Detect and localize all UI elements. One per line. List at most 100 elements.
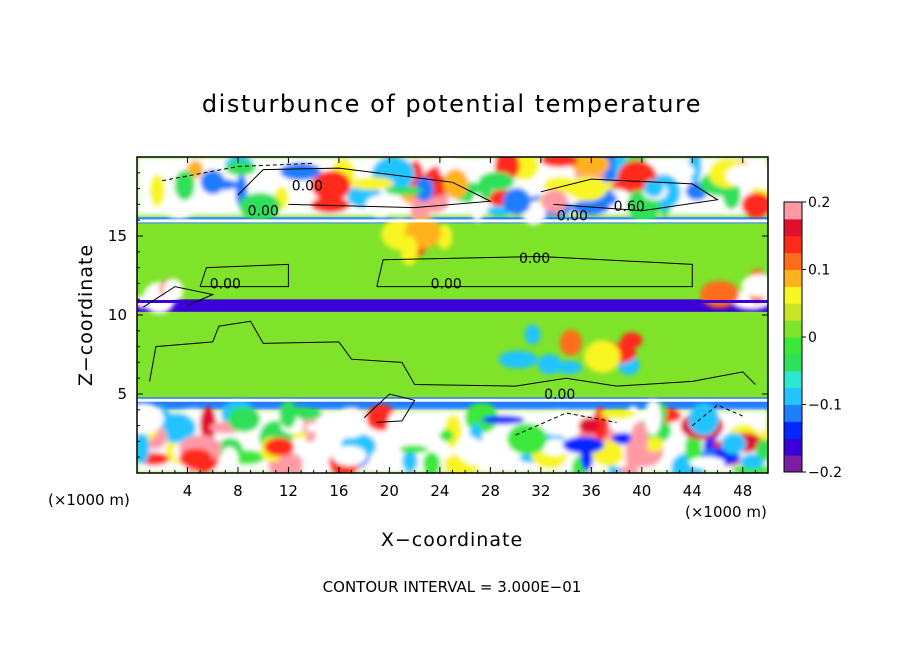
- contour-label: 0.00: [431, 276, 462, 292]
- colorbar-swatch: [784, 455, 802, 473]
- turbulent-texture: [137, 157, 768, 473]
- field-blob: [506, 423, 548, 455]
- contour-line: [376, 255, 693, 288]
- field-blob: [741, 274, 768, 297]
- white-band-line: [137, 219, 768, 223]
- contour-labels: 0.00 0.00 0.00 0.60 0.00 0.00 0.00 0.00: [210, 178, 645, 403]
- field-blob: [310, 196, 350, 213]
- field-blob: [741, 192, 768, 218]
- x-tick-label: 20: [380, 482, 399, 500]
- field-blob: [537, 353, 562, 375]
- contour-line: [363, 393, 416, 423]
- colorbar-swatch: [784, 353, 802, 372]
- colorbar-tick-label: 0.2: [808, 195, 830, 211]
- field-blob: [227, 406, 261, 433]
- x-axis: 4 8 12 16 20 24 28 32 36 40 44 48: [149, 157, 756, 500]
- field-blob: [555, 360, 583, 375]
- contour-label: 0.00: [557, 208, 588, 224]
- field-blob: [279, 400, 297, 429]
- x-tick-label: 40: [632, 482, 651, 500]
- colorbar-swatch: [784, 218, 802, 237]
- field-blob: [149, 174, 166, 207]
- x-tick-label: 28: [481, 482, 500, 500]
- field-blob: [471, 193, 484, 222]
- field-blob: [402, 449, 418, 473]
- field-blob: [225, 160, 257, 176]
- field-blob: [399, 445, 429, 454]
- colorbar-swatch: [784, 202, 802, 220]
- white-band-line: [137, 398, 768, 402]
- field-blob: [571, 200, 610, 216]
- field-blob: [456, 435, 480, 462]
- field-blob: [755, 439, 768, 461]
- field-blob: [482, 415, 525, 425]
- x-unit-right: (×1000 m): [685, 503, 767, 521]
- field-blob: [688, 202, 727, 215]
- colorbar-swatch: [784, 387, 802, 405]
- contour-line: [540, 178, 719, 212]
- field-blob: [583, 340, 621, 373]
- field-blob: [349, 177, 394, 190]
- field-blob: [385, 186, 423, 196]
- y-axis-label: Z−coordinate: [75, 244, 97, 386]
- field-blob: [578, 417, 600, 435]
- x-tick-label: 44: [683, 482, 702, 500]
- field-blob: [630, 421, 649, 455]
- colorbar-swatch: [784, 320, 802, 338]
- colorbar: 0.2 0.1 0 −0.1 −0.2: [783, 195, 842, 481]
- field-blob: [137, 431, 150, 465]
- field-blob: [414, 176, 434, 202]
- contour-line: [199, 263, 289, 288]
- x-tick-label: 36: [582, 482, 601, 500]
- field-blob: [422, 452, 441, 473]
- colorbar-swatch: [784, 286, 802, 304]
- field-blob: [264, 437, 295, 457]
- x-tick-label: 24: [430, 482, 449, 500]
- field-blob: [552, 412, 572, 428]
- x-tick-label: 12: [279, 482, 298, 500]
- y-tick-label: 10: [108, 306, 127, 324]
- field-blob: [721, 432, 746, 455]
- field-blob: [524, 324, 541, 345]
- field-blob: [644, 399, 661, 436]
- field-blob: [562, 436, 605, 454]
- colorbar-swatch: [784, 269, 802, 287]
- field-blob: [332, 407, 368, 439]
- colorbar-swatch: [784, 235, 802, 254]
- field-blob: [345, 435, 360, 445]
- field-blob: [164, 193, 178, 215]
- x-unit-left: (×1000 m): [48, 491, 130, 509]
- contour-line: [143, 286, 215, 308]
- colorbar-swatch: [784, 438, 802, 456]
- colorbar-swatch: [784, 303, 802, 321]
- field-blob: [439, 429, 454, 442]
- field-blob: [699, 280, 739, 308]
- plot-field: [137, 157, 768, 473]
- chart-title: disturbunce of potential temperature: [202, 90, 702, 118]
- field-blob: [478, 171, 515, 191]
- colorbar-swatch: [784, 404, 802, 422]
- field-blob: [279, 162, 322, 181]
- contour-line: [691, 404, 743, 426]
- x-axis-label: X−coordinate: [381, 529, 523, 551]
- field-blob: [685, 431, 702, 465]
- field-blob: [162, 278, 184, 302]
- field-blob: [238, 192, 281, 221]
- field-blob: [332, 445, 367, 467]
- field-blob: [540, 157, 579, 168]
- dark-band-line: [137, 299, 768, 303]
- field-blob: [400, 235, 418, 266]
- field-blob: [644, 437, 665, 452]
- contour-label: 0.00: [519, 251, 550, 267]
- field-blob: [179, 448, 213, 469]
- field-blob: [498, 350, 538, 369]
- y-tick-label: 5: [117, 385, 127, 403]
- field-blob: [600, 409, 637, 420]
- field-blob: [541, 189, 568, 214]
- colorbar-tick-label: −0.1: [808, 398, 842, 414]
- colorbar-swatch: [784, 252, 802, 270]
- x-tick-label: 32: [531, 482, 550, 500]
- contour-lines: [143, 162, 756, 436]
- contour-line: [149, 320, 756, 387]
